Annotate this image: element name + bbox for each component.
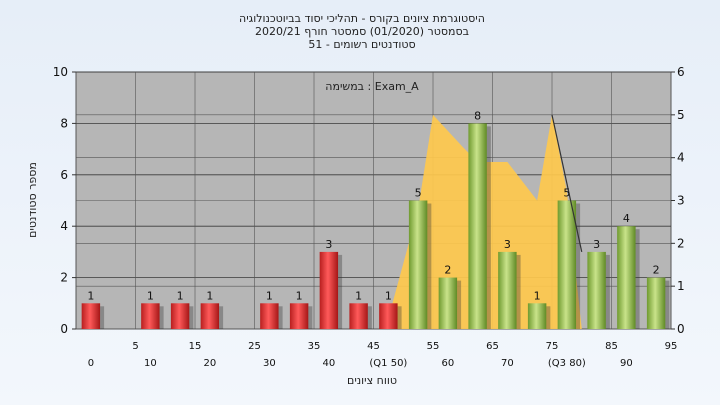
- y-tick-label-6: 6: [60, 168, 68, 182]
- x-axis-title: טווח ציונים: [347, 374, 397, 387]
- data-label-55: 5: [415, 187, 422, 200]
- data-label-85: 3: [593, 238, 600, 251]
- y2-tick-label-6: 6: [677, 65, 685, 79]
- bar-90: [617, 226, 636, 329]
- data-label-80: 5: [563, 187, 570, 200]
- bar-shadow-35: [308, 306, 313, 329]
- data-label-45: 1: [355, 289, 362, 302]
- data-label-60: 2: [444, 264, 451, 277]
- data-label-10: 1: [147, 289, 154, 302]
- bar-45: [349, 303, 368, 329]
- data-label-90: 4: [623, 212, 630, 225]
- data-label-95: 2: [653, 264, 660, 277]
- data-label-65: 8: [474, 109, 481, 122]
- x-tick-label-lower-3: 30: [263, 358, 276, 369]
- bar-15: [170, 303, 190, 329]
- data-label-20: 1: [206, 289, 213, 302]
- chart-title-line-3: סטודנטים רשומים - 51: [308, 38, 415, 51]
- bar-shadow-50: [397, 306, 402, 329]
- bar-80: [557, 200, 577, 329]
- x-tick-label-lower-9: 90: [620, 358, 633, 369]
- chart-title-line-2: בסמסטר (01/2020) סמסטר חורף 2020/21: [255, 25, 469, 38]
- bar-50: [379, 303, 398, 329]
- chart-title-line-1: היסטוגרמת ציונים בקורס - תהליכי יסוד בבי…: [239, 12, 485, 25]
- y-tick-label-0: 0: [60, 322, 68, 336]
- bar-35: [289, 303, 309, 329]
- y2-tick-label-1: 1: [677, 279, 685, 293]
- bar-shadow-85: [605, 254, 610, 329]
- x-tick-label-lower-1: 10: [144, 358, 157, 369]
- x-tick-label-lower-0: 0: [88, 358, 94, 369]
- y-axis-title: מספר סטודנטים: [26, 162, 39, 238]
- y2-tick-label-5: 5: [677, 108, 685, 122]
- bar-shadow-70: [516, 254, 521, 329]
- x-tick-label-upper-9: 95: [665, 341, 678, 352]
- y2-tick-label-2: 2: [677, 236, 685, 250]
- x-tick-label-upper-0: 5: [132, 341, 138, 352]
- bar-30: [260, 303, 279, 329]
- bar-95: [646, 277, 666, 329]
- bar-shadow-30: [278, 306, 283, 329]
- y2-tick-label-4: 4: [677, 151, 685, 165]
- y-tick-label-4: 4: [60, 219, 68, 233]
- bar-75: [527, 303, 547, 329]
- bar-shadow-65: [486, 126, 491, 330]
- y2-tick-label-0: 0: [677, 322, 685, 336]
- data-label-30: 1: [266, 289, 273, 302]
- x-tick-label-upper-7: 75: [546, 341, 559, 352]
- bar-shadow-10: [159, 306, 164, 329]
- x-tick-label-lower-4: 40: [323, 358, 336, 369]
- bar-65: [468, 123, 487, 330]
- bar-shadow-95: [665, 280, 670, 329]
- bar-60: [438, 277, 458, 329]
- x-tick-label-lower-7: 70: [501, 358, 514, 369]
- x-tick-label-upper-8: 85: [605, 341, 618, 352]
- trend-line: [551, 114, 583, 253]
- y2-tick-label-3: 3: [677, 194, 685, 208]
- bar-70: [498, 251, 517, 329]
- x-tick-label-lower-5: (Q1 50): [369, 358, 407, 369]
- bar-shadow-55: [427, 203, 432, 329]
- y-tick-label-8: 8: [60, 116, 68, 130]
- data-label-15: 1: [177, 289, 184, 302]
- bar-0: [81, 303, 101, 329]
- x-tick-label-upper-6: 65: [486, 341, 499, 352]
- exam-annotation: במשימה : Exam_A: [325, 80, 419, 93]
- bar-shadow-45: [367, 306, 372, 329]
- bar-shadow-20: [219, 306, 224, 329]
- trend-line-path: [551, 114, 583, 253]
- x-tick-label-upper-2: 25: [248, 341, 261, 352]
- data-label-40: 3: [325, 238, 332, 251]
- bar-shadow-15: [189, 306, 194, 329]
- data-label-75: 1: [534, 289, 541, 302]
- x-tick-label-lower-8: (Q3 80): [548, 358, 586, 369]
- x-tick-label-lower-2: 20: [204, 358, 217, 369]
- bar-series: [81, 123, 670, 330]
- data-label-35: 1: [296, 289, 303, 302]
- y-tick-label-2: 2: [60, 271, 68, 285]
- x-tick-label-upper-1: 15: [189, 341, 202, 352]
- bar-55: [408, 200, 428, 329]
- x-tick-label-upper-3: 35: [308, 341, 321, 352]
- bar-shadow-90: [635, 229, 640, 329]
- bar-20: [200, 303, 220, 329]
- data-label-70: 3: [504, 238, 511, 251]
- bar-85: [587, 251, 606, 329]
- x-tick-label-upper-4: 45: [367, 341, 380, 352]
- bar-shadow-80: [576, 203, 581, 329]
- bar-shadow-60: [457, 280, 462, 329]
- x-tick-label-upper-5: 55: [427, 341, 440, 352]
- y-tick-label-10: 10: [53, 65, 68, 79]
- bar-shadow-0: [100, 306, 105, 329]
- bar-shadow-75: [546, 306, 551, 329]
- bar-10: [141, 303, 160, 329]
- data-label-0: 1: [87, 289, 94, 302]
- bar-shadow-40: [338, 254, 343, 329]
- x-tick-label-lower-6: 60: [442, 358, 455, 369]
- data-label-50: 1: [385, 289, 392, 302]
- data-labels: 1 1 1 1 1 1 3 1 1 5 2 8 3 1 5 3 4 2: [87, 109, 659, 302]
- bar-40: [319, 251, 339, 329]
